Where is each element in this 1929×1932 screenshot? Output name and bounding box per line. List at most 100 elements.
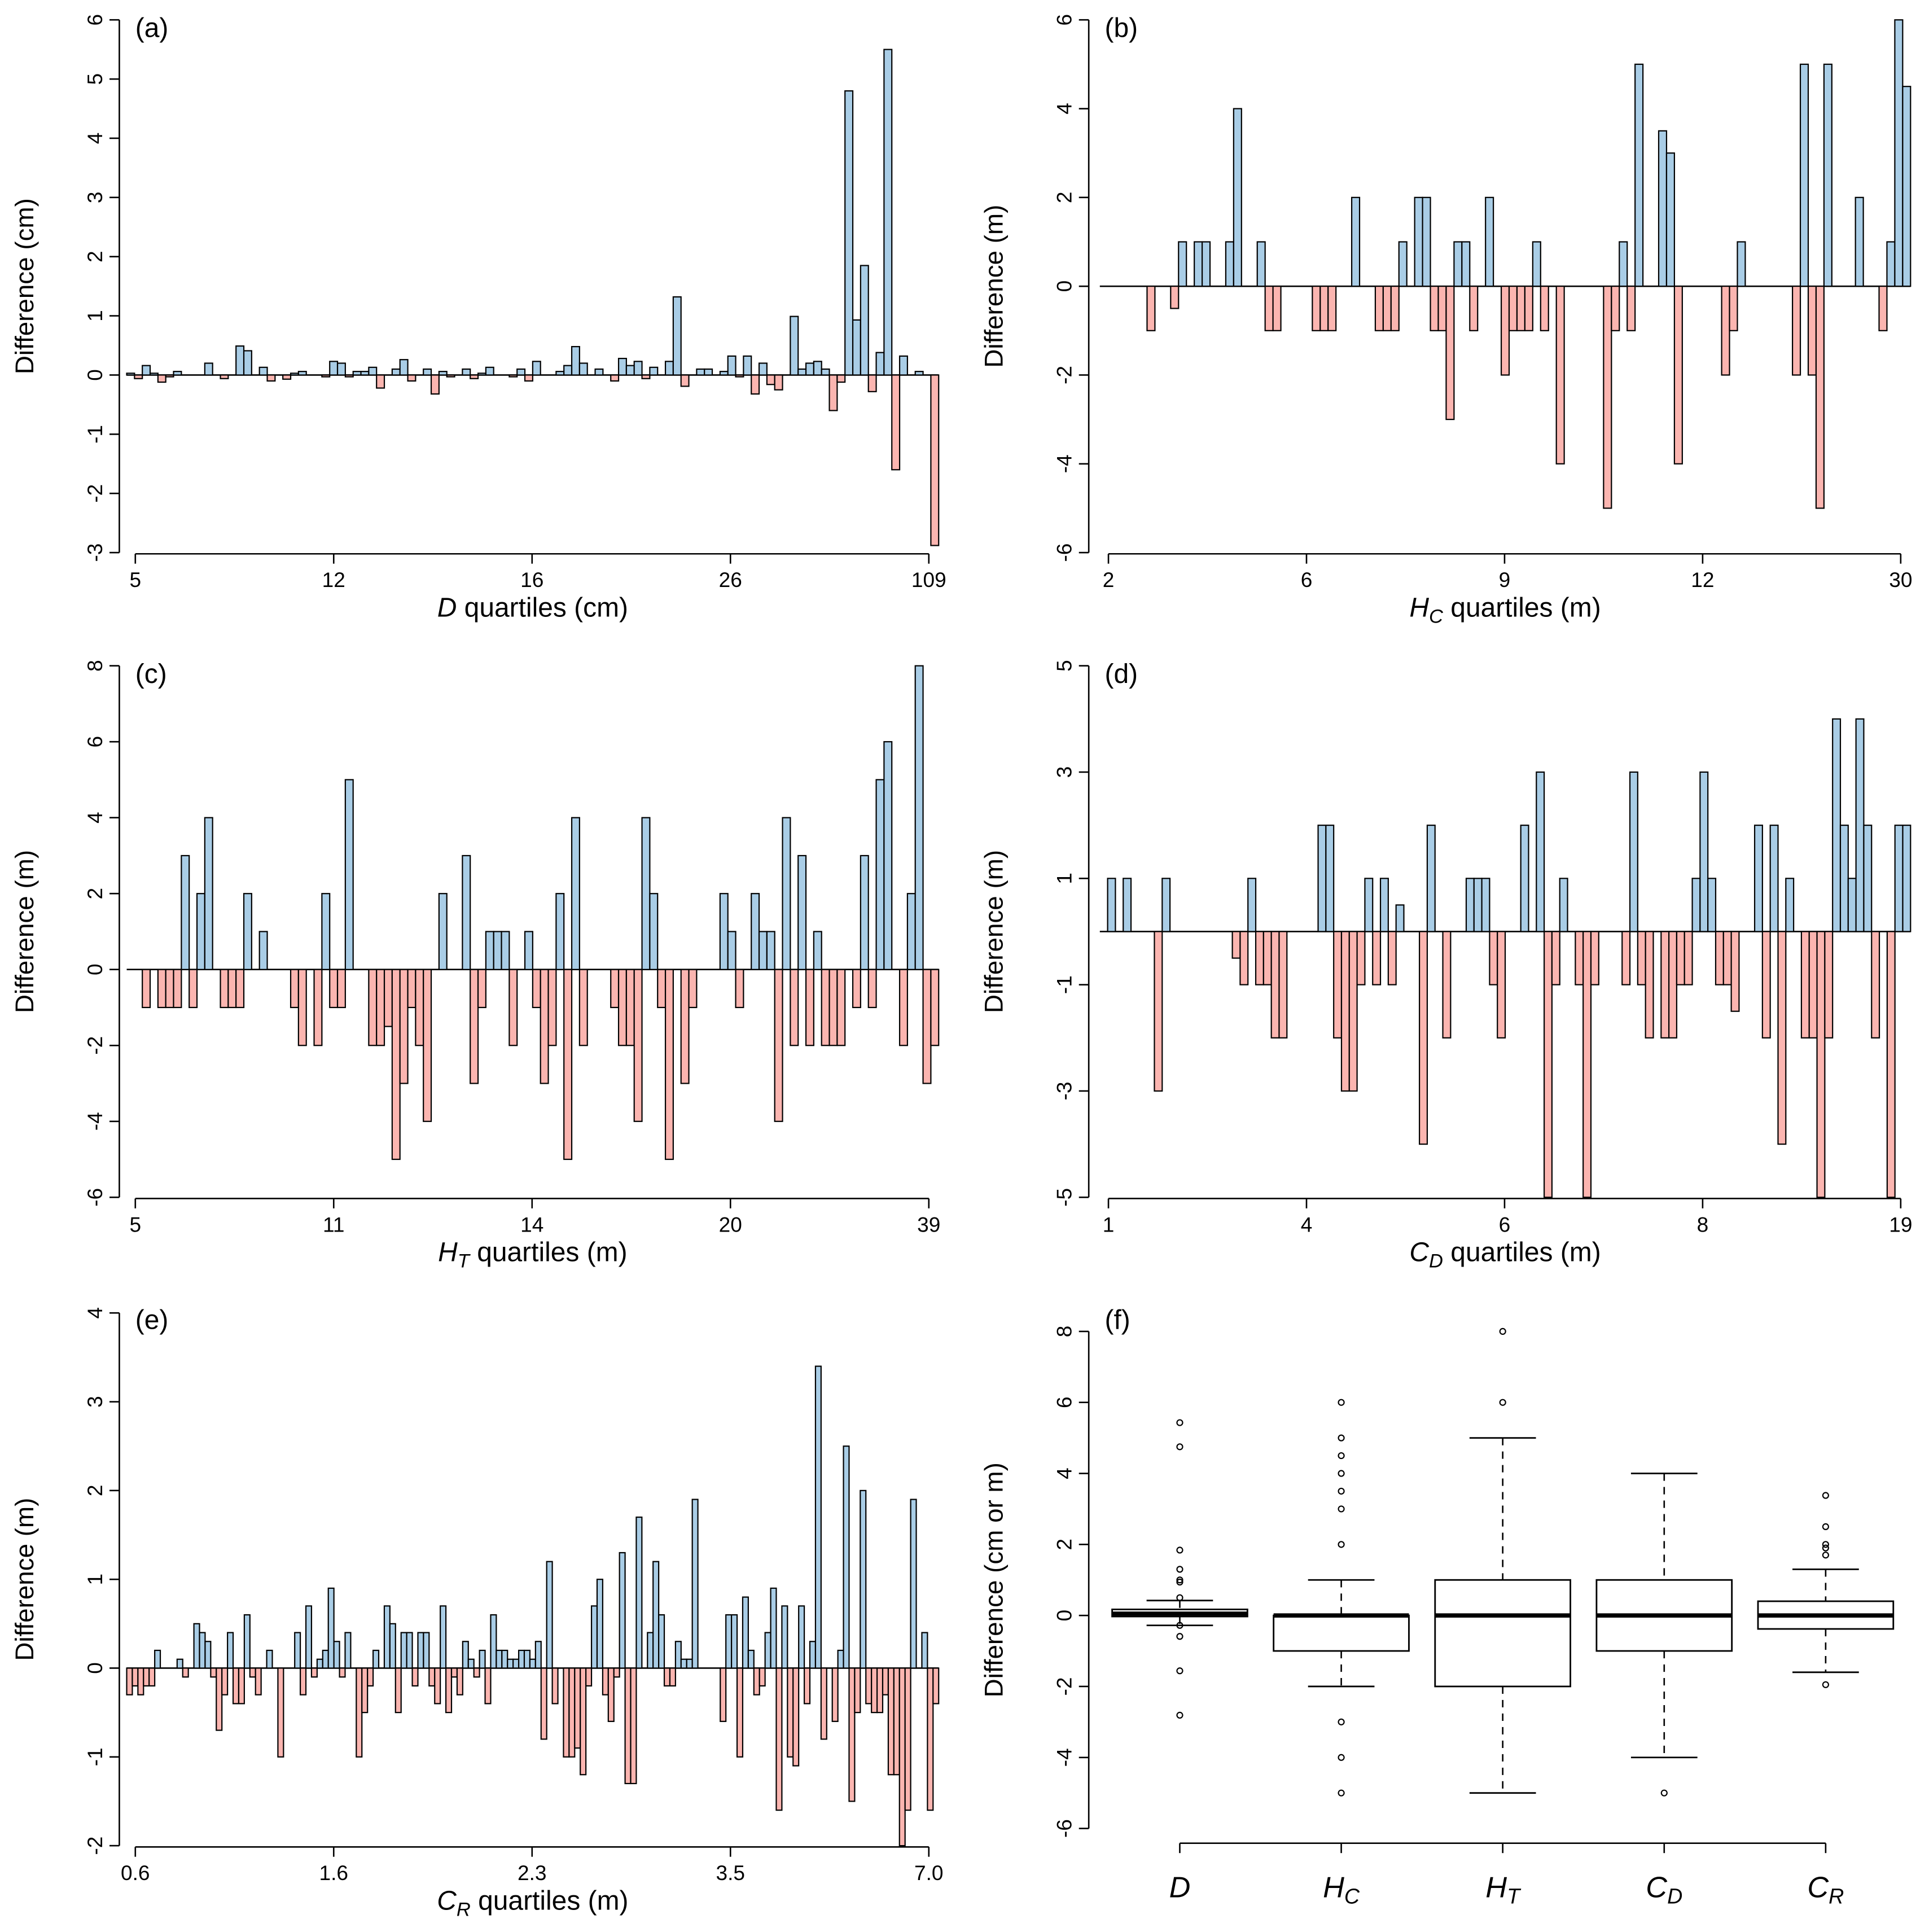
bar-negative <box>736 1667 744 1758</box>
x-tick-label: 6 <box>1499 1212 1511 1236</box>
bar-negative <box>602 1667 609 1696</box>
bar-negative <box>540 969 549 1084</box>
bar-positive <box>243 350 252 376</box>
bar-negative <box>735 969 744 1009</box>
bar-positive <box>1691 878 1701 932</box>
bar-positive <box>641 817 651 970</box>
x-axis-title-var: H <box>1409 593 1429 623</box>
x-tick-label: 12 <box>1691 568 1714 592</box>
x-category-label: CD <box>1646 1872 1682 1908</box>
x-axis-title-var: D <box>437 593 457 623</box>
y-tick-label: -4 <box>1053 1748 1076 1767</box>
bar-negative <box>848 1667 856 1802</box>
bar-negative <box>1603 286 1612 509</box>
bar-negative <box>1387 931 1397 985</box>
bar-positive <box>747 1649 755 1669</box>
x-category-label-sub: C <box>1344 1885 1360 1908</box>
outlier-point <box>1499 1399 1506 1406</box>
bar-positive <box>534 1641 542 1669</box>
bar-positive <box>1707 878 1717 932</box>
bar-positive <box>477 373 486 376</box>
bar-negative <box>1146 286 1156 331</box>
bar-negative <box>1815 286 1825 509</box>
bar-negative <box>336 969 346 1009</box>
outlier-point <box>1822 1681 1829 1688</box>
outlier-point <box>1338 1505 1345 1513</box>
bar-negative <box>1761 931 1771 1039</box>
bar-positive <box>1325 825 1335 932</box>
bar-positive <box>571 346 580 376</box>
bar-positive <box>860 1489 867 1669</box>
bar-positive <box>766 931 775 970</box>
bar-positive <box>501 931 510 970</box>
bar-positive <box>875 352 885 376</box>
bar-negative <box>368 969 378 1046</box>
bar-positive <box>1699 771 1709 932</box>
x-axis-title: HC quartiles (m) <box>1409 593 1601 627</box>
bar-negative <box>1722 931 1732 985</box>
bar-positive <box>797 855 807 970</box>
bar-negative <box>904 1667 911 1811</box>
y-tick-label: -3 <box>1053 1081 1076 1100</box>
bar-negative <box>1792 286 1801 376</box>
bar-positive <box>149 373 159 376</box>
bar-negative <box>922 969 932 1084</box>
bar-negative <box>1430 286 1439 331</box>
bar-positive <box>297 371 307 376</box>
bar-positive <box>647 1632 654 1669</box>
bar-positive <box>142 365 151 376</box>
bar-positive <box>1194 241 1203 287</box>
bar-negative <box>1684 931 1693 985</box>
bar-negative <box>1272 286 1282 331</box>
bar-negative <box>1590 931 1599 985</box>
bar-positive <box>898 355 908 376</box>
bar-positive <box>860 265 869 376</box>
bar-negative <box>805 969 814 1046</box>
box <box>1434 1579 1571 1688</box>
y-tick-label: 2 <box>1053 192 1076 204</box>
bar-positive <box>805 362 814 376</box>
bar-negative <box>720 1667 727 1722</box>
bar-negative <box>1239 931 1249 985</box>
bar-positive <box>1855 196 1864 287</box>
bar-positive <box>196 893 205 970</box>
bar-positive <box>333 1641 340 1669</box>
bar-negative <box>624 1667 632 1785</box>
bar-negative <box>1621 931 1631 985</box>
bar-negative <box>680 374 690 387</box>
y-tick-label: -2 <box>83 1837 107 1855</box>
bar-negative <box>578 969 588 1046</box>
bar-negative <box>1508 286 1518 331</box>
bar-positive <box>1823 63 1832 287</box>
bar-negative <box>787 1667 794 1758</box>
bar-negative <box>1374 286 1384 331</box>
bar-negative <box>585 1667 593 1687</box>
bar-positive <box>1178 241 1187 287</box>
bar-positive <box>1473 878 1483 932</box>
bar-negative <box>210 1667 217 1678</box>
bar-positive <box>479 1649 486 1669</box>
bar-positive <box>485 931 494 970</box>
bar-negative <box>367 1667 374 1687</box>
bar-positive <box>1453 241 1463 287</box>
bar-positive <box>797 368 807 376</box>
bar-negative <box>399 969 409 1084</box>
outlier-point <box>1176 1578 1183 1586</box>
x-tick-label: 5 <box>129 1212 141 1236</box>
bar-positive <box>383 1605 391 1669</box>
bar-negative <box>1489 931 1498 985</box>
bar-positive <box>368 366 378 376</box>
bar-positive <box>1351 196 1361 287</box>
bar-positive <box>344 1632 352 1669</box>
bar-positive <box>322 1649 329 1669</box>
y-tick-label: -6 <box>1053 544 1076 562</box>
bar-negative <box>804 1667 811 1705</box>
bar-positive <box>719 371 729 376</box>
x-axis-title-rest: quartiles (m) <box>1443 593 1601 623</box>
bar-negative <box>1871 931 1880 1039</box>
outlier-point <box>1176 1633 1183 1640</box>
bar-positive <box>1902 86 1912 287</box>
bar-negative <box>1777 931 1787 1145</box>
y-axis-title: Difference (m) <box>10 850 39 1013</box>
